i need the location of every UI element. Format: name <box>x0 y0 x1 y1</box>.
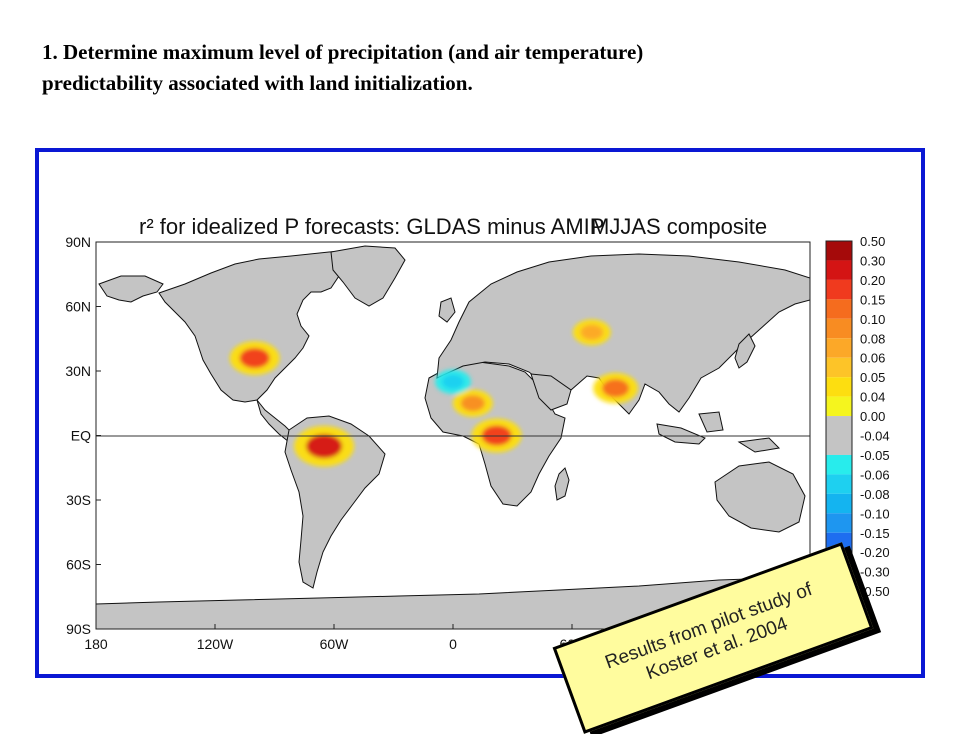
colorbar-label-16: -0.20 <box>860 545 890 560</box>
colorbar-swatch-3 <box>826 299 852 319</box>
land-japan <box>734 333 756 369</box>
land-arabia <box>530 373 572 411</box>
land-antarctica <box>96 577 810 629</box>
hotspot-inner-2 <box>460 395 485 412</box>
colorbar-swatch-7 <box>826 377 852 397</box>
colorbar-label-1: 0.30 <box>860 253 885 268</box>
colorbar-swatch-6 <box>826 357 852 378</box>
y-tick-label-3: EQ <box>71 428 91 444</box>
colorbar-label-5: 0.08 <box>860 331 885 346</box>
y-tick-label-4: 30S <box>66 492 91 508</box>
slide-title: 1. Determine maximum level of precipitat… <box>42 37 902 99</box>
colorbar: 0.50 0.30 0.20 0.15 0.10 0.08 0.06 0.05 0.04 0.00… <box>825 234 890 631</box>
colorbar-label-14: -0.10 <box>860 506 890 521</box>
land-north-america <box>158 249 356 403</box>
land-alaska <box>98 275 164 303</box>
colorbar-label-12: -0.06 <box>860 467 890 482</box>
land-british-isles <box>438 297 456 323</box>
colorbar-label-10: -0.04 <box>860 429 890 444</box>
precipitation-map-chart: r² for idealized P forecasts: GLDAS minu… <box>65 214 890 652</box>
colorbar-swatch-12 <box>826 474 852 494</box>
land-madagascar <box>554 467 570 501</box>
y-tick-label-2: 30N <box>65 363 91 379</box>
land-maritime-asia <box>656 411 781 453</box>
x-tick-label-1: 120W <box>197 636 234 652</box>
hotspot-inner-6 <box>442 374 464 389</box>
colorbar-label-15: -0.15 <box>860 526 890 541</box>
land-greenland <box>330 245 406 307</box>
colorbar-label-9: 0.00 <box>860 409 885 424</box>
colorbar-label-7: 0.05 <box>860 370 885 385</box>
colorbar-swatch-2 <box>826 279 852 300</box>
colorbar-swatch-13 <box>826 493 852 514</box>
colorbar-label-11: -0.05 <box>860 448 890 463</box>
colorbar-label-8: 0.04 <box>860 390 885 405</box>
chart-subtitle: MJJAS composite <box>591 214 767 239</box>
colorbar-label-0: 0.50 <box>860 234 885 249</box>
y-tick-label-5: 60S <box>66 557 91 573</box>
hotspot-inner-5 <box>580 324 604 340</box>
figure-frame: r² for idealized P forecasts: GLDAS minu… <box>35 148 925 734</box>
y-tick-label-0: 90N <box>65 234 91 250</box>
x-tick-label-0: 180 <box>84 636 108 652</box>
colorbar-swatch-11 <box>826 454 852 475</box>
land-australia <box>714 461 806 533</box>
y-tick-label-1: 60N <box>65 299 91 315</box>
slide-title-line2: predictability associated with land init… <box>42 71 473 95</box>
x-tick-label-3: 0 <box>449 636 457 652</box>
colorbar-label-6: 0.06 <box>860 351 885 366</box>
slide-title-line1: 1. Determine maximum level of precipitat… <box>42 40 644 64</box>
colorbar-swatch-8 <box>826 396 852 417</box>
land-masses <box>96 245 810 629</box>
colorbar-swatch-9 <box>826 416 852 436</box>
colorbar-label-3: 0.15 <box>860 292 885 307</box>
colorbar-swatch-1 <box>826 260 852 280</box>
hotspot-inner-1 <box>306 434 343 459</box>
colorbar-swatch-5 <box>826 338 852 358</box>
hotspot-inner-0 <box>239 348 270 369</box>
colorbar-label-4: 0.10 <box>860 312 885 327</box>
chart-title: r² for idealized P forecasts: GLDAS minu… <box>139 214 604 239</box>
hotspot-inner-4 <box>602 379 630 398</box>
colorbar-swatch-10 <box>826 435 852 455</box>
colorbar-label-18: -0.50 <box>860 584 890 599</box>
x-tick-label-2: 60W <box>320 636 350 652</box>
colorbar-swatch-0 <box>826 241 852 261</box>
map-plot-area <box>96 245 810 629</box>
colorbar-label-17: -0.30 <box>860 565 890 580</box>
colorbar-label-2: 0.20 <box>860 273 885 288</box>
colorbar-swatch-14 <box>826 513 852 533</box>
colorbar-label-13: -0.08 <box>860 487 890 502</box>
colorbar-swatch-4 <box>826 318 852 339</box>
y-tick-label-6: 90S <box>66 621 91 637</box>
